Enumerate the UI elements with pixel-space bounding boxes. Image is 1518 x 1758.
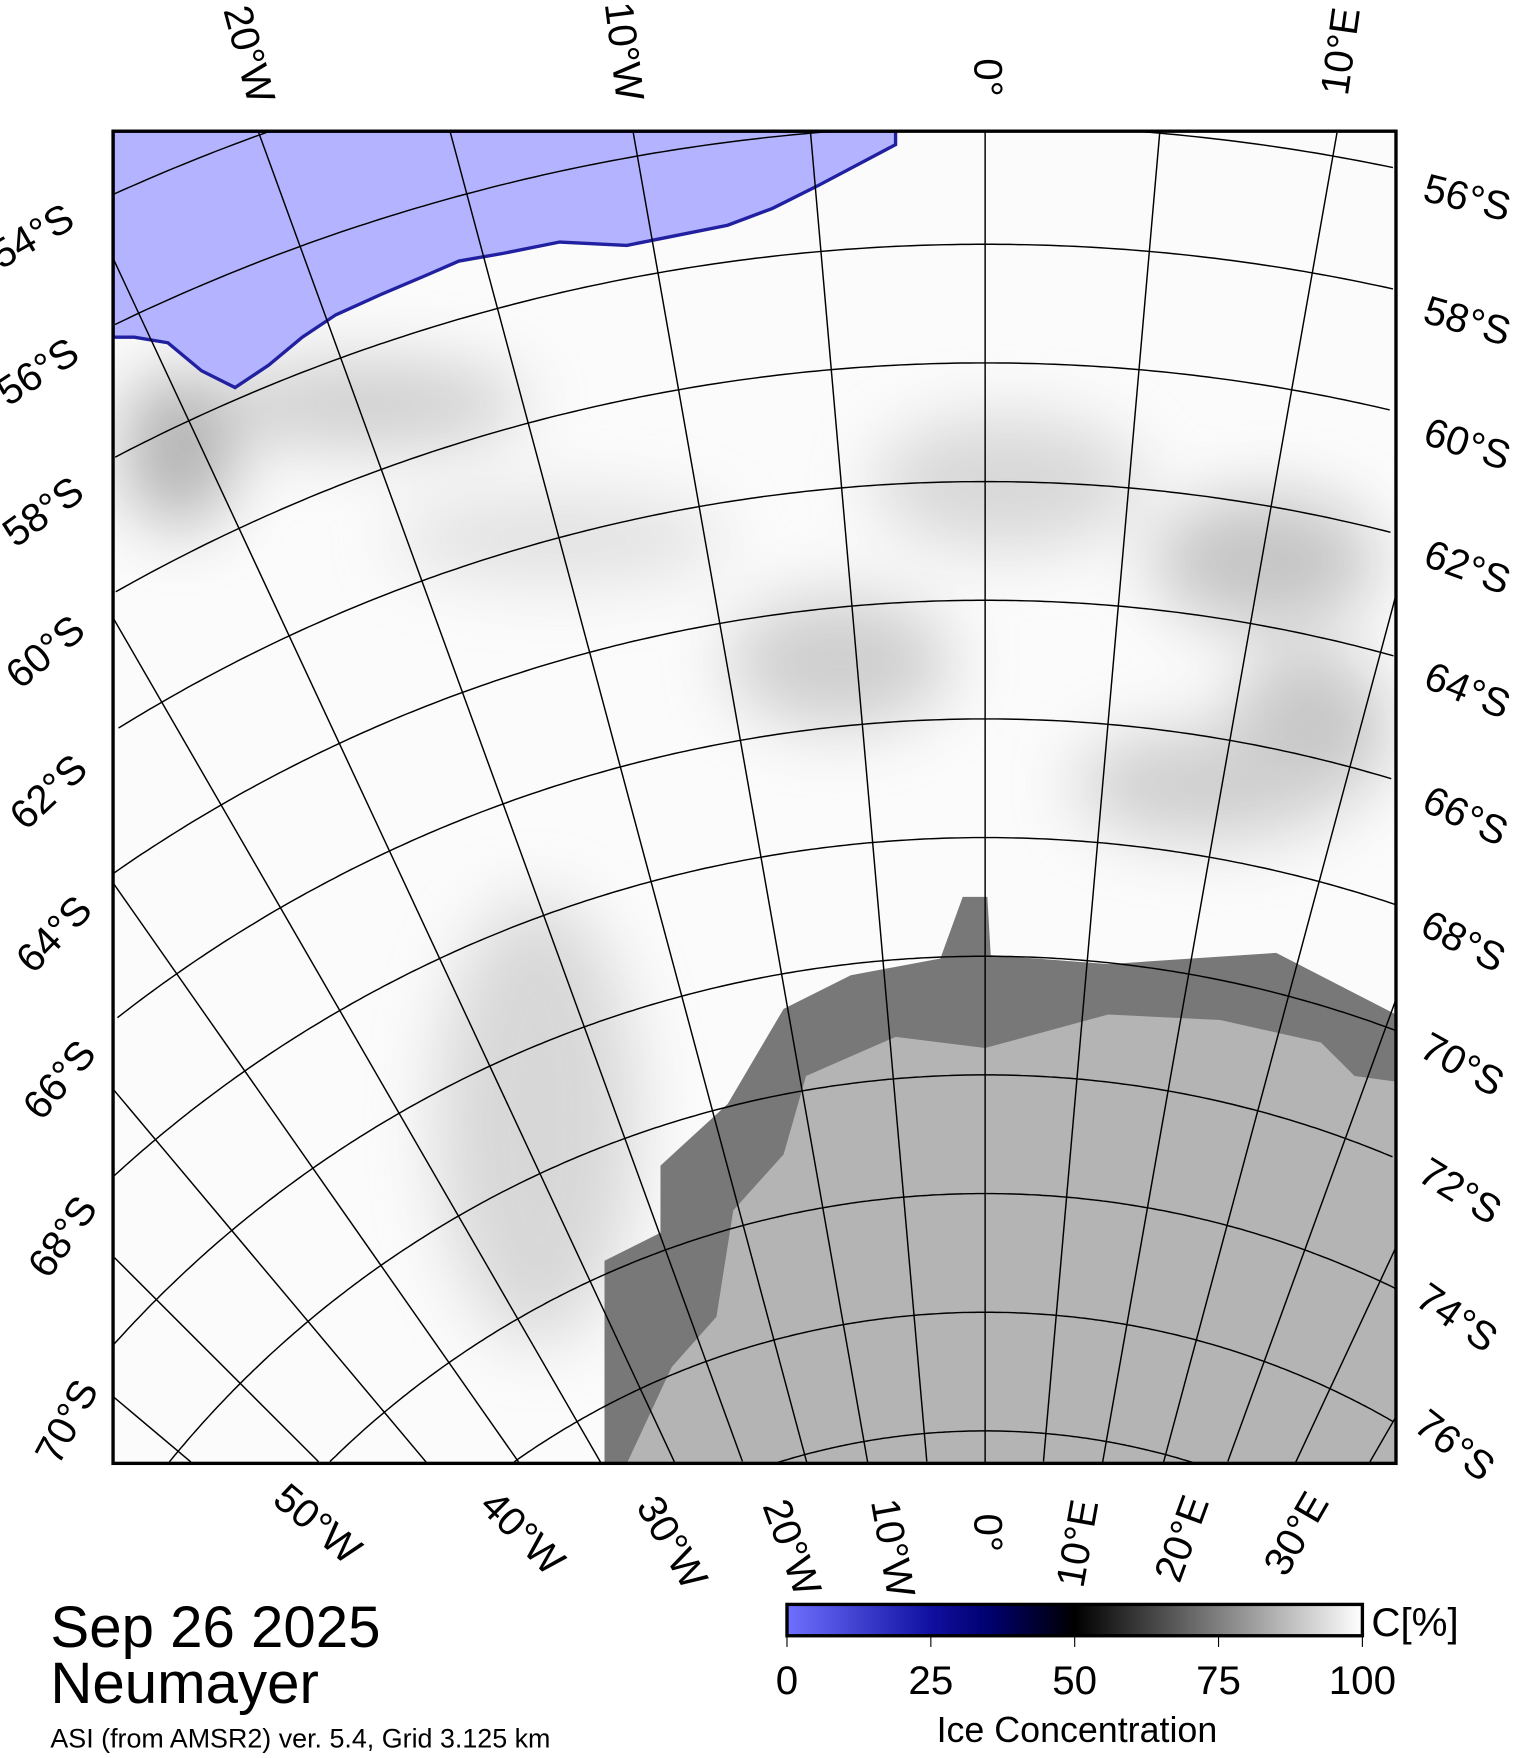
latitude-label-right: 72°S [1411,1149,1509,1234]
longitude-label-top: 0° [965,58,1010,97]
latitude-label-right: 76°S [1406,1401,1503,1491]
meridian-line [113,1257,320,1463]
longitude-label-bottom: 40°W [472,1482,574,1584]
land [626,1014,1396,1464]
latitude-line [113,131,269,195]
graticule [113,131,1396,1464]
latitude-label-right: 60°S [1419,409,1516,479]
map-area [113,131,1396,1464]
latitude-label-right: 68°S [1414,901,1513,981]
longitude-label-bottom: 30°W [628,1488,716,1596]
meridian-line [632,132,869,1463]
colorbar-tick-label: 100 [1329,1658,1396,1703]
meridian-line [113,617,602,1464]
latitude-label-left: 68°S [19,1188,106,1286]
colorbar: C[%] 0 25 50 75 100 Ice Concentration [776,1600,1459,1750]
latitude-line [113,836,1395,1178]
colorbar-tick-label: 25 [908,1658,953,1703]
latitude-label-left: 54°S [0,195,81,278]
meridian-line [449,132,808,1463]
meridian-line [809,132,928,1462]
latitude-label-left: 58°S [0,468,92,556]
longitude-label-top: 10°W [596,0,653,103]
latitude-line [114,243,1394,458]
latitude-label-right: 64°S [1418,653,1516,728]
longitude-label-bottom: 0° [965,1514,1010,1553]
ice-texture [123,359,1389,1345]
latitude-label-left: 60°S [0,606,93,697]
latitude-line [114,131,1394,326]
latitude-line [513,1311,1394,1463]
meridian-line [1042,132,1161,1462]
latitude-line [168,1074,1393,1463]
map-frame [111,129,1398,1466]
latitude-label-left: 66°S [14,1032,105,1128]
longitude-label-bottom: 10°E [1048,1496,1108,1590]
meridian-line [113,259,676,1464]
latitude-line [113,955,1396,1345]
longitude-label-bottom: 30°E [1255,1484,1338,1583]
meridian-line [1101,132,1338,1463]
longitude-label-top: 20°W [215,1,284,108]
meridian-line [113,1396,192,1463]
longitude-label-top: 10°E [1312,5,1369,98]
colorbar-tick-label: 50 [1052,1658,1097,1703]
latitude-label-right: 58°S [1419,287,1516,354]
latitude-label-left: 56°S [0,329,87,415]
longitude-label-bottom: 50°W [265,1475,370,1573]
latitude-label-right: 70°S [1413,1024,1512,1106]
meridian-line [1294,1247,1396,1464]
latitude-line [116,718,1392,1019]
meridian-line [1227,1000,1396,1462]
latitude-label-right: 74°S [1408,1274,1506,1361]
latitude-line [115,362,1390,593]
source-label: ASI (from AMSR2) ver. 5.4, Grid 3.125 km [50,1724,550,1754]
meridian-line [113,882,520,1463]
latitude-line [329,1192,1396,1463]
colorbar-tick-label: 0 [776,1658,798,1703]
open-ocean [113,131,898,390]
latitude-label-right: 62°S [1419,531,1517,603]
latitude-line [118,480,1391,729]
longitude-label-bottom: 20°E [1146,1490,1218,1588]
latitude-label-left: 64°S [7,887,100,981]
latitude-label-right: 66°S [1416,777,1515,855]
longitude-label-bottom: 20°W [754,1493,830,1601]
latitude-label-left: 62°S [1,745,96,838]
meridian-line [1368,1416,1396,1464]
latitude-label-right: 56°S [1419,165,1515,230]
colorbar-gradient [785,1602,1365,1638]
latitude-label-left: 70°S [26,1372,107,1471]
meridian-line [257,131,744,1462]
meridian-line [113,1090,428,1464]
colorbar-unit: C[%] [1371,1600,1458,1645]
date-label: Sep 26 2025 [50,1595,380,1660]
colorbar-tick-label: 75 [1196,1658,1241,1703]
meridian-line [1162,596,1396,1463]
latitude-line [113,599,1394,874]
station-label: Neumayer [50,1651,318,1716]
longitude-label-bottom: 10°W [862,1495,924,1600]
colorbar-title: Ice Concentration [937,1710,1218,1750]
